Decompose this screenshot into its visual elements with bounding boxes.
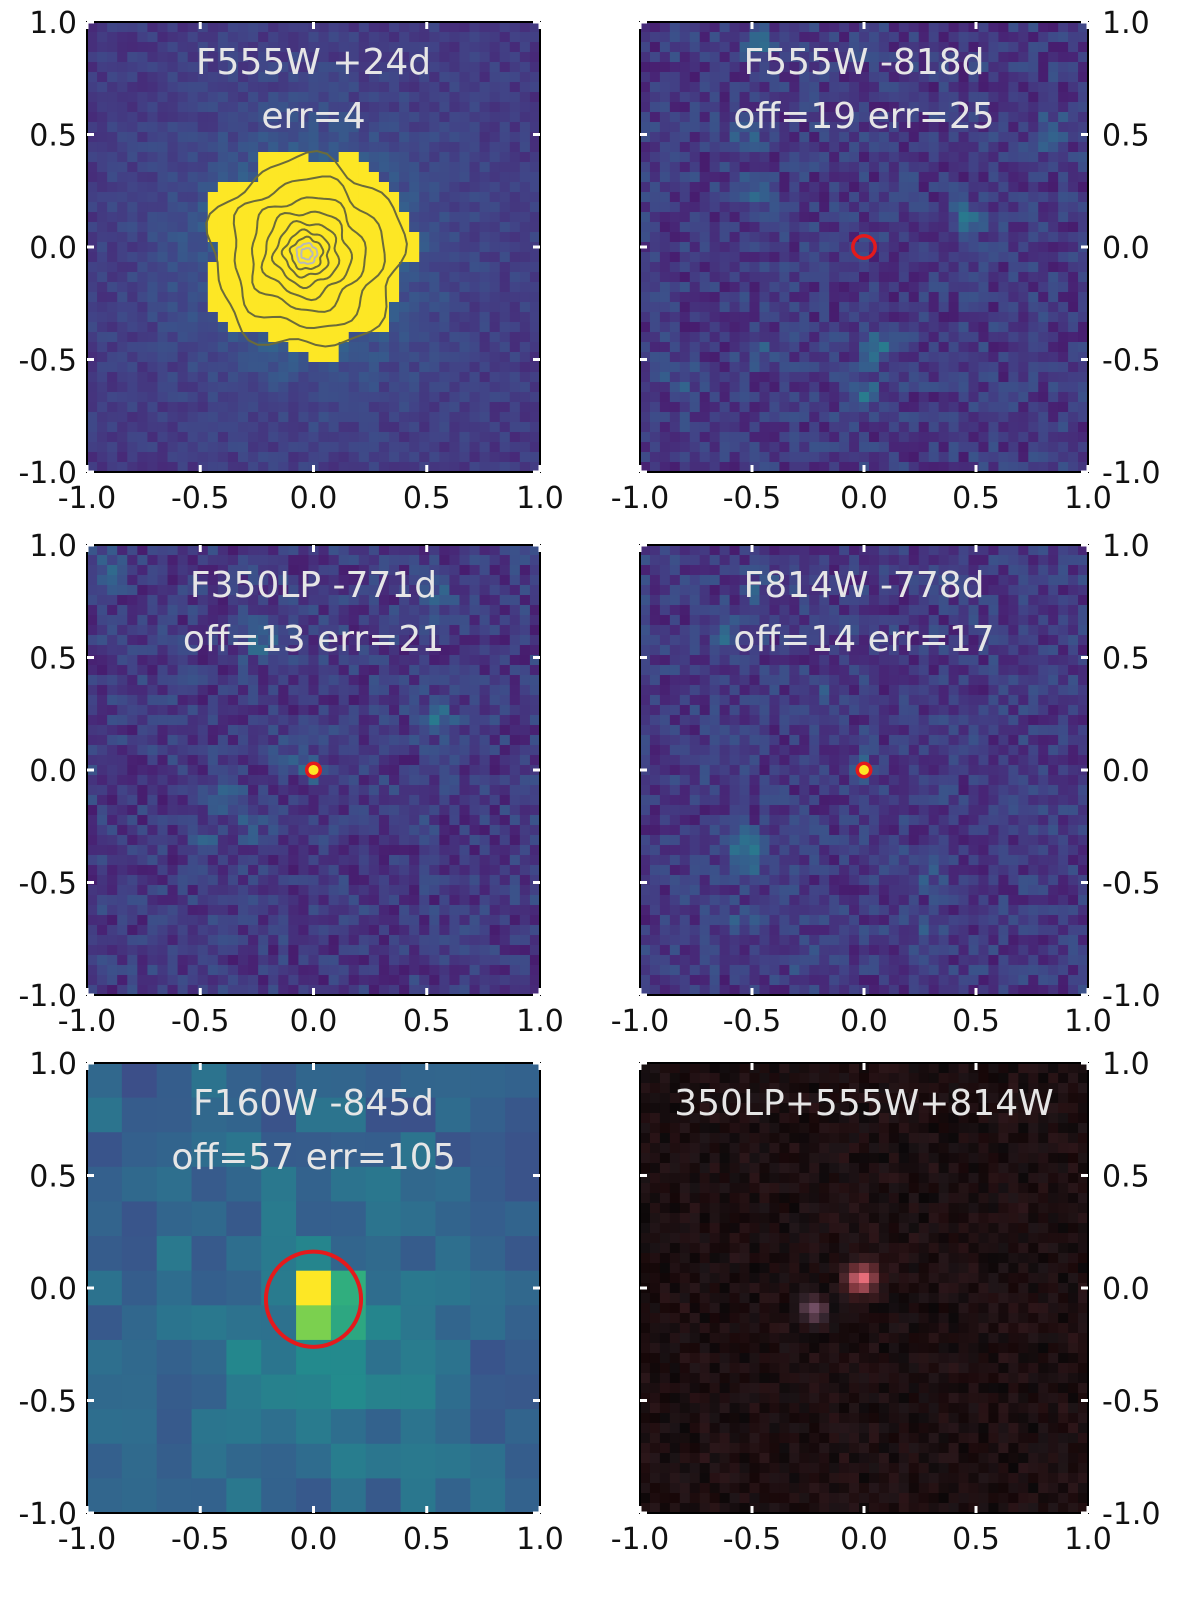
- y-tick-label: -1.0: [18, 979, 77, 1014]
- y-tick-label: 0.5: [29, 119, 77, 154]
- panel-title-line: off=14 err=17: [733, 619, 994, 660]
- y-tick-label: -1.0: [1102, 456, 1161, 491]
- image-p2: [640, 22, 1088, 472]
- panel-p1: F555W +24d err=4 -1.0-1.0 -0.5 -0.5 0.0 0.0 0.5…: [18, 6, 563, 516]
- x-tick-label: -1.0: [611, 481, 670, 516]
- x-tick-label: 0.5: [952, 1522, 1000, 1557]
- y-tick-label: 0.5: [1102, 642, 1150, 677]
- y-tick-label: -1.0: [18, 1497, 77, 1532]
- position-circle: [855, 761, 873, 779]
- panel-p2: F555W -818d off=19 err=25 -1.0 -1.0 -0.5 -0.5…: [611, 6, 1161, 516]
- x-tick-label: -1.0: [58, 1522, 117, 1557]
- y-tick-label: 1.0: [1102, 529, 1150, 564]
- x-tick-label: 0.0: [840, 481, 888, 516]
- y-tick-label: 0.0: [29, 231, 77, 266]
- y-tick-label: 0.0: [1102, 754, 1150, 789]
- y-tick-label: -0.5: [18, 1385, 77, 1420]
- x-tick-label: -0.5: [723, 1004, 782, 1039]
- y-tick-label: 1.0: [1102, 1047, 1150, 1082]
- position-circle: [851, 234, 877, 260]
- y-tick-label: 0.0: [29, 754, 77, 789]
- x-tick-label: -0.5: [723, 481, 782, 516]
- panel-title-line: 350LP+555W+814W: [674, 1083, 1053, 1124]
- y-tick-label: -1.0: [1102, 1497, 1161, 1532]
- y-tick-label: 0.0: [29, 1272, 77, 1307]
- panel-p4: F814W -778d off=14 err=17 -1.0 -1.0 -0.5 -0.5…: [611, 529, 1161, 1039]
- x-tick-label: 1.0: [1064, 481, 1112, 516]
- panel-title-line: off=57 err=105: [171, 1137, 455, 1178]
- panel-title-line: F814W -778d: [743, 565, 984, 606]
- y-tick-label: -0.5: [1102, 867, 1161, 902]
- y-tick-label: 1.0: [29, 529, 77, 564]
- y-tick-label: -1.0: [18, 456, 77, 491]
- image-p5: [87, 1063, 540, 1513]
- x-tick-label: -1.0: [58, 1004, 117, 1039]
- x-tick-label: 0.0: [290, 1522, 338, 1557]
- panel-title-line: off=19 err=25: [733, 96, 994, 137]
- x-tick-label: -0.5: [171, 1522, 230, 1557]
- x-tick-label: -1.0: [58, 481, 117, 516]
- panel-p6: 350LP+555W+814W -1.0 -1.0 -0.5 -0.5 0.0 0.0 0.5…: [611, 1047, 1161, 1557]
- y-tick-label: -1.0: [1102, 979, 1161, 1014]
- y-tick-label: 1.0: [29, 6, 77, 41]
- y-tick-label: 0.0: [1102, 231, 1150, 266]
- x-tick-label: 0.5: [403, 1522, 451, 1557]
- y-tick-label: -0.5: [18, 344, 77, 379]
- position-circle: [304, 761, 323, 779]
- x-tick-label: -1.0: [611, 1004, 670, 1039]
- y-tick-label: 0.5: [1102, 1160, 1150, 1195]
- panel-title-line: F160W -845d: [193, 1083, 434, 1124]
- y-tick-label: -0.5: [18, 867, 77, 902]
- y-tick-label: 0.5: [1102, 119, 1150, 154]
- panel-title-line: off=13 err=21: [183, 619, 444, 660]
- y-tick-label: -0.5: [1102, 344, 1161, 379]
- x-tick-label: 1.0: [516, 1522, 564, 1557]
- panel-title-line: err=4: [261, 96, 365, 137]
- x-tick-label: 0.0: [840, 1004, 888, 1039]
- image-p3: [87, 545, 540, 995]
- image-p1: [87, 22, 540, 472]
- x-tick-label: 0.5: [403, 481, 451, 516]
- x-tick-label: 0.0: [290, 481, 338, 516]
- image-p6: [640, 1063, 1088, 1513]
- x-tick-label: 0.5: [952, 1004, 1000, 1039]
- x-tick-label: -1.0: [611, 1522, 670, 1557]
- x-tick-label: 0.0: [290, 1004, 338, 1039]
- y-tick-label: -0.5: [1102, 1385, 1161, 1420]
- y-tick-label: 1.0: [1102, 6, 1150, 41]
- y-tick-label: 0.5: [29, 1160, 77, 1195]
- x-tick-label: -0.5: [171, 481, 230, 516]
- x-tick-label: 1.0: [516, 481, 564, 516]
- x-tick-label: 1.0: [1064, 1522, 1112, 1557]
- y-tick-label: 1.0: [29, 1047, 77, 1082]
- y-tick-label: 0.5: [29, 642, 77, 677]
- x-tick-label: 0.5: [952, 481, 1000, 516]
- x-tick-label: 0.0: [840, 1522, 888, 1557]
- image-p4: [640, 545, 1088, 995]
- x-tick-label: 1.0: [1064, 1004, 1112, 1039]
- position-circle: [263, 1249, 364, 1349]
- panel-title-line: F555W -818d: [743, 42, 984, 83]
- panel-p5: F160W -845d off=57 err=105 -1.0-1.0 -0.5 -0.…: [18, 1047, 563, 1557]
- panel-p3: F350LP -771d off=13 err=21 -1.0-1.0 -0.5 -0.…: [18, 529, 563, 1039]
- x-tick-label: 0.5: [403, 1004, 451, 1039]
- x-tick-label: -0.5: [723, 1522, 782, 1557]
- y-tick-label: 0.0: [1102, 1272, 1150, 1307]
- x-tick-label: -0.5: [171, 1004, 230, 1039]
- panel-title-line: F555W +24d: [196, 42, 431, 83]
- x-tick-label: 1.0: [516, 1004, 564, 1039]
- panel-title-line: F350LP -771d: [190, 565, 437, 606]
